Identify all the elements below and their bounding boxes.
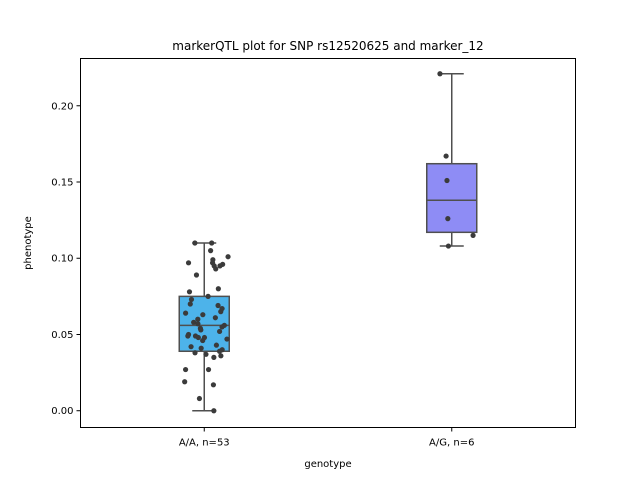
data-point [217, 263, 223, 269]
y-tick-label: 0.05 [51, 330, 73, 341]
data-point [209, 240, 215, 246]
data-point [212, 315, 218, 321]
data-point [196, 395, 203, 402]
data-point [218, 309, 224, 315]
y-axis: 0.00 0.05 0.10 0.15 0.20 [51, 101, 81, 417]
data-point [211, 354, 217, 360]
data-point [182, 310, 189, 316]
data-point [192, 350, 198, 356]
x-axis: A/A, n=53 A/G, n=6 [179, 427, 474, 449]
data-point [445, 216, 451, 222]
data-point [219, 324, 225, 330]
data-point [203, 351, 209, 357]
box [178, 295, 230, 353]
data-point [195, 321, 201, 327]
data-point [182, 379, 188, 385]
box-group [426, 72, 478, 247]
x-tick-label: A/G, n=6 [429, 438, 474, 449]
data-point [200, 312, 206, 318]
data-point [188, 296, 195, 303]
data-point [182, 366, 189, 373]
data-point [215, 286, 221, 292]
data-point [216, 328, 223, 335]
data-point [218, 353, 224, 359]
data-point [191, 319, 197, 325]
data-point [443, 153, 449, 159]
data-point [187, 301, 193, 307]
data-point [200, 337, 206, 344]
data-point [205, 293, 211, 299]
data-point [216, 348, 223, 354]
y-tick-label: 0.15 [51, 178, 73, 189]
data-point [198, 345, 204, 351]
data-point [185, 333, 191, 339]
data-point [224, 336, 230, 342]
y-tick-label: 0.20 [51, 101, 73, 112]
data-point [198, 327, 204, 333]
y-tick-label: 0.10 [51, 254, 73, 265]
data-point [213, 342, 220, 348]
x-axis-title: genotype [304, 459, 351, 470]
y-axis-title: phenotype [23, 216, 34, 270]
data-point [205, 366, 212, 373]
data-point [444, 177, 450, 184]
data-point [225, 254, 231, 260]
y-tick-label: 0.00 [51, 406, 73, 417]
x-tick-label: A/A, n=53 [179, 438, 230, 449]
data-point [186, 289, 193, 295]
plot-frame [80, 58, 576, 428]
data-point [185, 260, 192, 266]
data-point [208, 248, 214, 254]
data-point [211, 408, 217, 414]
data-point [195, 334, 201, 341]
plot-area [178, 71, 478, 414]
data-point [193, 272, 200, 278]
data-point [192, 240, 198, 246]
data-point [213, 266, 219, 272]
data-point [195, 316, 201, 322]
box [426, 162, 478, 234]
data-point [215, 302, 221, 309]
chart-title: markerQTL plot for SNP rs12520625 and ma… [172, 39, 483, 53]
data-point [445, 243, 452, 249]
data-point [210, 382, 217, 388]
data-point [437, 71, 443, 77]
data-point [470, 232, 476, 238]
data-point [188, 344, 194, 350]
